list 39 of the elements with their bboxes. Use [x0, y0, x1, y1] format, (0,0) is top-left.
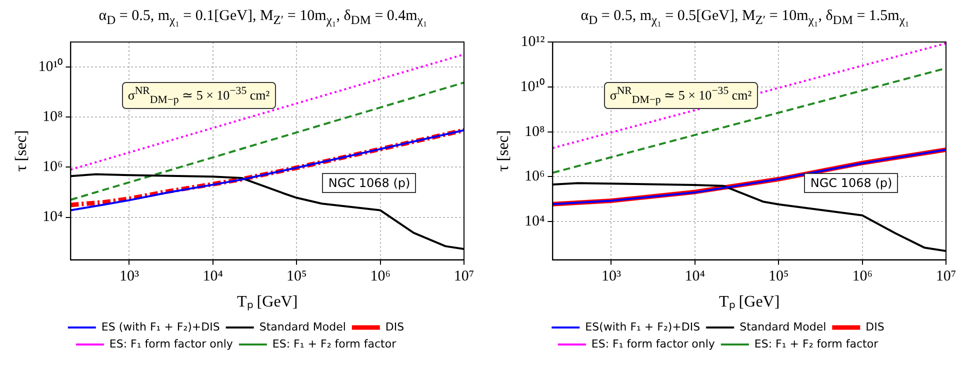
x-tick-label: 10³ [601, 268, 622, 285]
x-tick-label: 10³ [119, 268, 140, 285]
legend-label: ES: F₁ + F₂ form factor [754, 337, 879, 350]
x-tick-label: 10⁴ [684, 268, 706, 285]
x-tick-label: 10⁴ [202, 268, 224, 285]
legend-label: DIS [866, 320, 884, 334]
x-tick-label: 10⁷ [454, 268, 474, 285]
y-tick-label: 10¹⁰ [38, 58, 63, 75]
legend-label: ES (with F₁ + F₂)+DIS [101, 320, 220, 334]
x-axis-title: Tₚ [GeV] [237, 294, 298, 311]
legend-label: ES: F₁ form factor only [591, 337, 716, 350]
x-axis-title: Tₚ [GeV] [719, 294, 780, 311]
y-tick-label: 10¹² [520, 34, 546, 50]
x-tick-label: 10⁷ [936, 268, 956, 285]
legend-label: ES: F₁ form factor only [109, 337, 234, 350]
y-axis-title: τ [sec] [12, 130, 30, 172]
x-tick-label: 10⁶ [370, 268, 390, 285]
chart-title: α$_{D}$ = 0.5, m$_{χ₁}$ = 0.1[GeV], M$_{Z′}$ = 10m$_{χ₁}$, δ$_{DM}$ = 0.4m$_{χ₁}$ [98, 8, 428, 27]
y-tick-label: 10⁶ [42, 159, 63, 176]
x-tick-label: 10⁵ [768, 268, 789, 285]
y-tick-label: 10⁸ [524, 124, 545, 140]
x-tick-label: 10⁵ [286, 268, 307, 285]
x-tick-label: 10⁶ [852, 268, 872, 285]
legend-label: ES: F₁ + F₂ form factor [272, 337, 397, 350]
legend-label: ES(with F₁ + F₂)+DIS [585, 320, 700, 334]
y-tick-label: 10⁸ [42, 109, 63, 126]
legend-label: DIS [385, 320, 404, 334]
y-tick-label: 10⁴ [42, 209, 63, 226]
annotation: σ$^{NR}$$_{DM−p}$ ≃ 5 × 10$^{−35}$ cm² [604, 82, 758, 109]
chart-title: α$_{D}$ = 0.5, m$_{χ₁}$ = 0.5[GeV], M$_{Z′}$ = 10m$_{χ₁}$, δ$_{DM}$ = 1.5m$_{χ₁}$ [580, 8, 910, 27]
annotation: σ$^{NR}$$_{DM−p}$ ≃ 5 × 10$^{−35}$ cm² [122, 82, 276, 109]
y-axis-title: τ [sec] [494, 130, 512, 172]
y-tick-label: 10⁴ [524, 214, 545, 230]
y-tick-label: 10¹⁰ [520, 78, 545, 95]
annotation: NGC 1068 (p) [804, 172, 898, 193]
legend-label: Standard Model [740, 320, 826, 334]
annotation: NGC 1068 (p) [322, 172, 416, 193]
y-tick-label: 10⁶ [524, 168, 545, 185]
legend-label: Standard Model [259, 320, 346, 334]
